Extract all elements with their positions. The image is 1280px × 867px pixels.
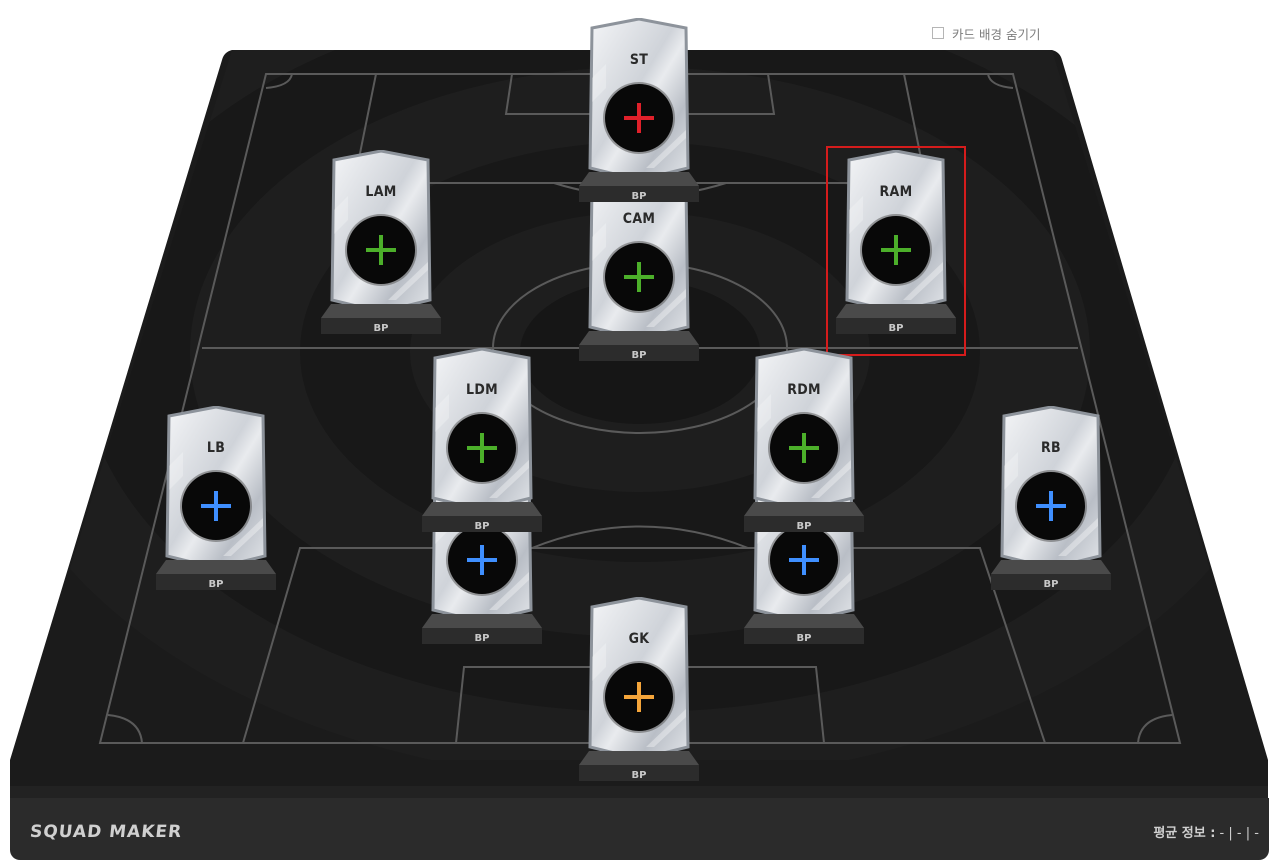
- average-info: 평균 정보 : - | - | -: [1153, 822, 1259, 841]
- bp-value: BP: [631, 191, 647, 202]
- bp-value: BP: [373, 323, 389, 334]
- plus-icon: [1049, 491, 1053, 521]
- average-info-separator: |: [1228, 826, 1233, 841]
- add-player-button[interactable]: [1017, 472, 1085, 540]
- card-stand: [579, 751, 699, 781]
- position-label: GK: [628, 631, 650, 647]
- bp-value: BP: [631, 770, 647, 781]
- card-stand: [321, 304, 441, 334]
- position-label: LDM: [466, 382, 498, 398]
- card-stand: [422, 614, 542, 644]
- add-player-button[interactable]: [862, 216, 930, 284]
- plus-icon: [802, 433, 806, 463]
- card-stand: [422, 502, 542, 532]
- add-player-button[interactable]: [605, 84, 673, 152]
- plus-icon: [637, 682, 641, 712]
- add-player-button[interactable]: [347, 216, 415, 284]
- add-player-button[interactable]: [448, 414, 516, 482]
- position-label: RB: [1041, 440, 1061, 456]
- plus-icon: [379, 235, 383, 265]
- hide-card-background-label: 카드 배경 숨기기: [952, 26, 1041, 42]
- add-player-button[interactable]: [605, 663, 673, 731]
- position-label: LB: [206, 440, 226, 456]
- plus-icon: [637, 262, 641, 292]
- position-label: LAM: [365, 184, 397, 200]
- position-label: RAM: [879, 184, 913, 200]
- footer-bar: SQUAD MAKER 평균 정보 : - | - | -: [10, 798, 1269, 860]
- position-label: CAM: [622, 211, 656, 227]
- plus-icon: [480, 433, 484, 463]
- card-stand: [156, 560, 276, 590]
- position-label: RDM: [787, 382, 821, 398]
- card-stand: [579, 172, 699, 202]
- bp-value: BP: [796, 633, 812, 644]
- bp-value: BP: [474, 521, 490, 532]
- card-stand: [744, 502, 864, 532]
- add-player-button[interactable]: [448, 526, 516, 594]
- plus-icon: [214, 491, 218, 521]
- add-player-button[interactable]: [605, 243, 673, 311]
- plus-icon: [480, 545, 484, 575]
- hide-card-background-checkbox[interactable]: 카드 배경 숨기기: [932, 25, 1041, 42]
- bp-value: BP: [631, 350, 647, 361]
- bp-value: BP: [474, 633, 490, 644]
- position-label: ST: [629, 52, 649, 68]
- card-stand: [836, 304, 956, 334]
- card-stand: [579, 331, 699, 361]
- average-info-value-2: -: [1236, 826, 1242, 841]
- checkbox-box[interactable]: [932, 27, 944, 39]
- plus-icon: [894, 235, 898, 265]
- plus-icon: [637, 103, 641, 133]
- average-info-separator: |: [1245, 826, 1251, 841]
- card-stand: [744, 614, 864, 644]
- plus-icon: [802, 545, 806, 575]
- card-stand: [991, 560, 1111, 590]
- bp-value: BP: [1043, 579, 1059, 590]
- average-info-value-3: -: [1254, 826, 1259, 841]
- add-player-button[interactable]: [770, 414, 838, 482]
- bp-value: BP: [208, 579, 224, 590]
- bp-value: BP: [888, 323, 904, 334]
- bp-value: BP: [796, 521, 812, 532]
- add-player-button[interactable]: [182, 472, 250, 540]
- add-player-button[interactable]: [770, 526, 838, 594]
- brand-logo: SQUAD MAKER: [28, 822, 184, 842]
- average-info-value-1: -: [1219, 826, 1225, 841]
- average-info-label: 평균 정보 :: [1153, 826, 1216, 841]
